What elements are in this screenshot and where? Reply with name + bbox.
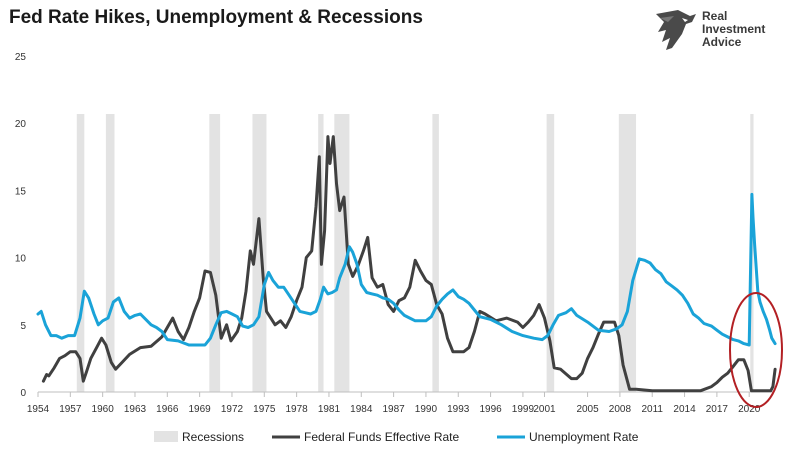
x-tick-label: 1999 — [512, 404, 535, 415]
x-tick-label: 1978 — [285, 404, 308, 415]
recession-bands — [76, 114, 754, 392]
x-tick-label: 2008 — [609, 404, 632, 415]
chart-title: Fed Rate Hikes, Unemployment & Recession… — [9, 7, 423, 28]
series-lines — [36, 135, 777, 393]
series-line-fed-funds — [41, 135, 777, 393]
x-tick-label: 1987 — [382, 404, 405, 415]
legend-label-recessions: Recessions — [182, 430, 244, 444]
y-tick-label: 20 — [15, 119, 27, 130]
x-tick-label: 1975 — [253, 404, 276, 415]
eagle-icon — [656, 10, 696, 50]
x-tick-label: 2014 — [673, 404, 696, 415]
recession-band-6 — [432, 114, 439, 392]
y-tick-label: 25 — [15, 52, 27, 63]
legend-label-fed-funds: Federal Funds Effective Rate — [304, 430, 460, 444]
recession-band-5 — [334, 114, 350, 392]
real-investment-advice-logo: Real Investment Advice — [652, 8, 792, 56]
series-line-unemployment — [36, 192, 777, 347]
x-tick-label: 2011 — [641, 404, 663, 415]
y-axis-ticks: 0 5 10 15 20 25 — [15, 52, 27, 399]
x-tick-label: 1960 — [92, 404, 115, 415]
legend-label-unemployment: Unemployment Rate — [529, 430, 639, 444]
legend-swatch-recessions — [154, 431, 178, 442]
x-tick-label: 1954 — [27, 404, 50, 415]
x-tick-label: 2020 — [738, 404, 761, 415]
legend: Recessions Federal Funds Effective Rate … — [154, 430, 639, 444]
x-tick-label: 1966 — [156, 404, 179, 415]
y-tick-label: 5 — [20, 321, 26, 332]
recession-band-7 — [546, 114, 555, 392]
x-tick-label: 1957 — [59, 404, 82, 415]
recession-band-0 — [76, 114, 85, 392]
x-tick-label: 1972 — [221, 404, 244, 415]
x-tick-label: 1984 — [350, 404, 373, 415]
recession-band-2 — [209, 114, 221, 392]
y-tick-label: 0 — [20, 388, 26, 399]
x-axis-ticks: 1954 1957 1960 1963 1966 1969 1972 1975 1978 1981… — [27, 392, 761, 415]
x-tick-label: 1996 — [479, 404, 502, 415]
x-tick-label: 1990 — [415, 404, 438, 415]
x-tick-label: 1981 — [318, 404, 341, 415]
x-tick-label: 2005 — [576, 404, 599, 415]
recession-band-1 — [105, 114, 115, 392]
logo-line-1: Real — [702, 9, 728, 23]
x-tick-label: 2017 — [706, 404, 729, 415]
logo-line-3: Advice — [702, 35, 742, 49]
y-tick-label: 10 — [15, 254, 27, 265]
highlight-circle — [729, 292, 783, 408]
x-tick-label: 1963 — [124, 404, 147, 415]
x-tick-label: 2001 — [533, 404, 556, 415]
y-tick-label: 15 — [15, 186, 27, 197]
logo-line-2: Investment — [702, 22, 766, 36]
logo-wordmark: Real Investment Advice — [702, 10, 765, 49]
x-tick-label: 1993 — [447, 404, 470, 415]
x-tick-label: 1969 — [189, 404, 212, 415]
